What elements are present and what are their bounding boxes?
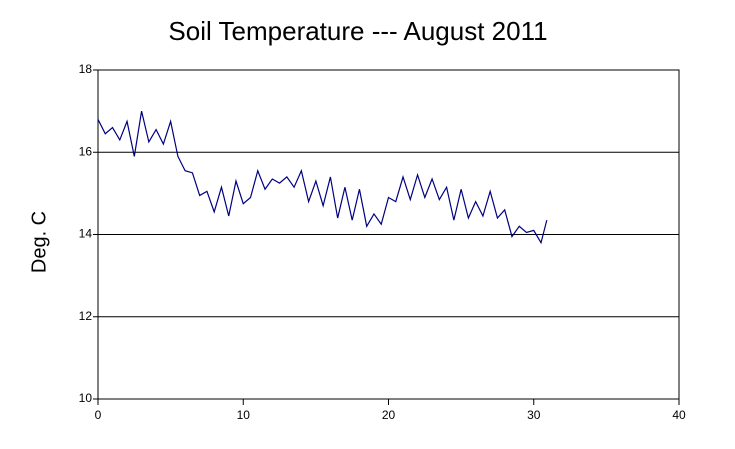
y-tick-label: 18 bbox=[79, 62, 93, 76]
chart-title: Soil Temperature --- August 2011 bbox=[168, 16, 547, 46]
y-axis-label: Deg. C bbox=[28, 211, 50, 273]
x-tick-label: 0 bbox=[95, 408, 102, 422]
y-tick-label: 12 bbox=[79, 309, 93, 323]
x-tick-label: 30 bbox=[527, 408, 541, 422]
x-tick-label: 20 bbox=[382, 408, 396, 422]
y-tick-label: 14 bbox=[79, 227, 93, 241]
y-tick-label: 16 bbox=[79, 144, 93, 158]
x-tick-label: 40 bbox=[672, 408, 686, 422]
y-tick-label: 10 bbox=[79, 391, 93, 405]
x-tick-label: 10 bbox=[237, 408, 251, 422]
data-line bbox=[97, 110, 548, 245]
